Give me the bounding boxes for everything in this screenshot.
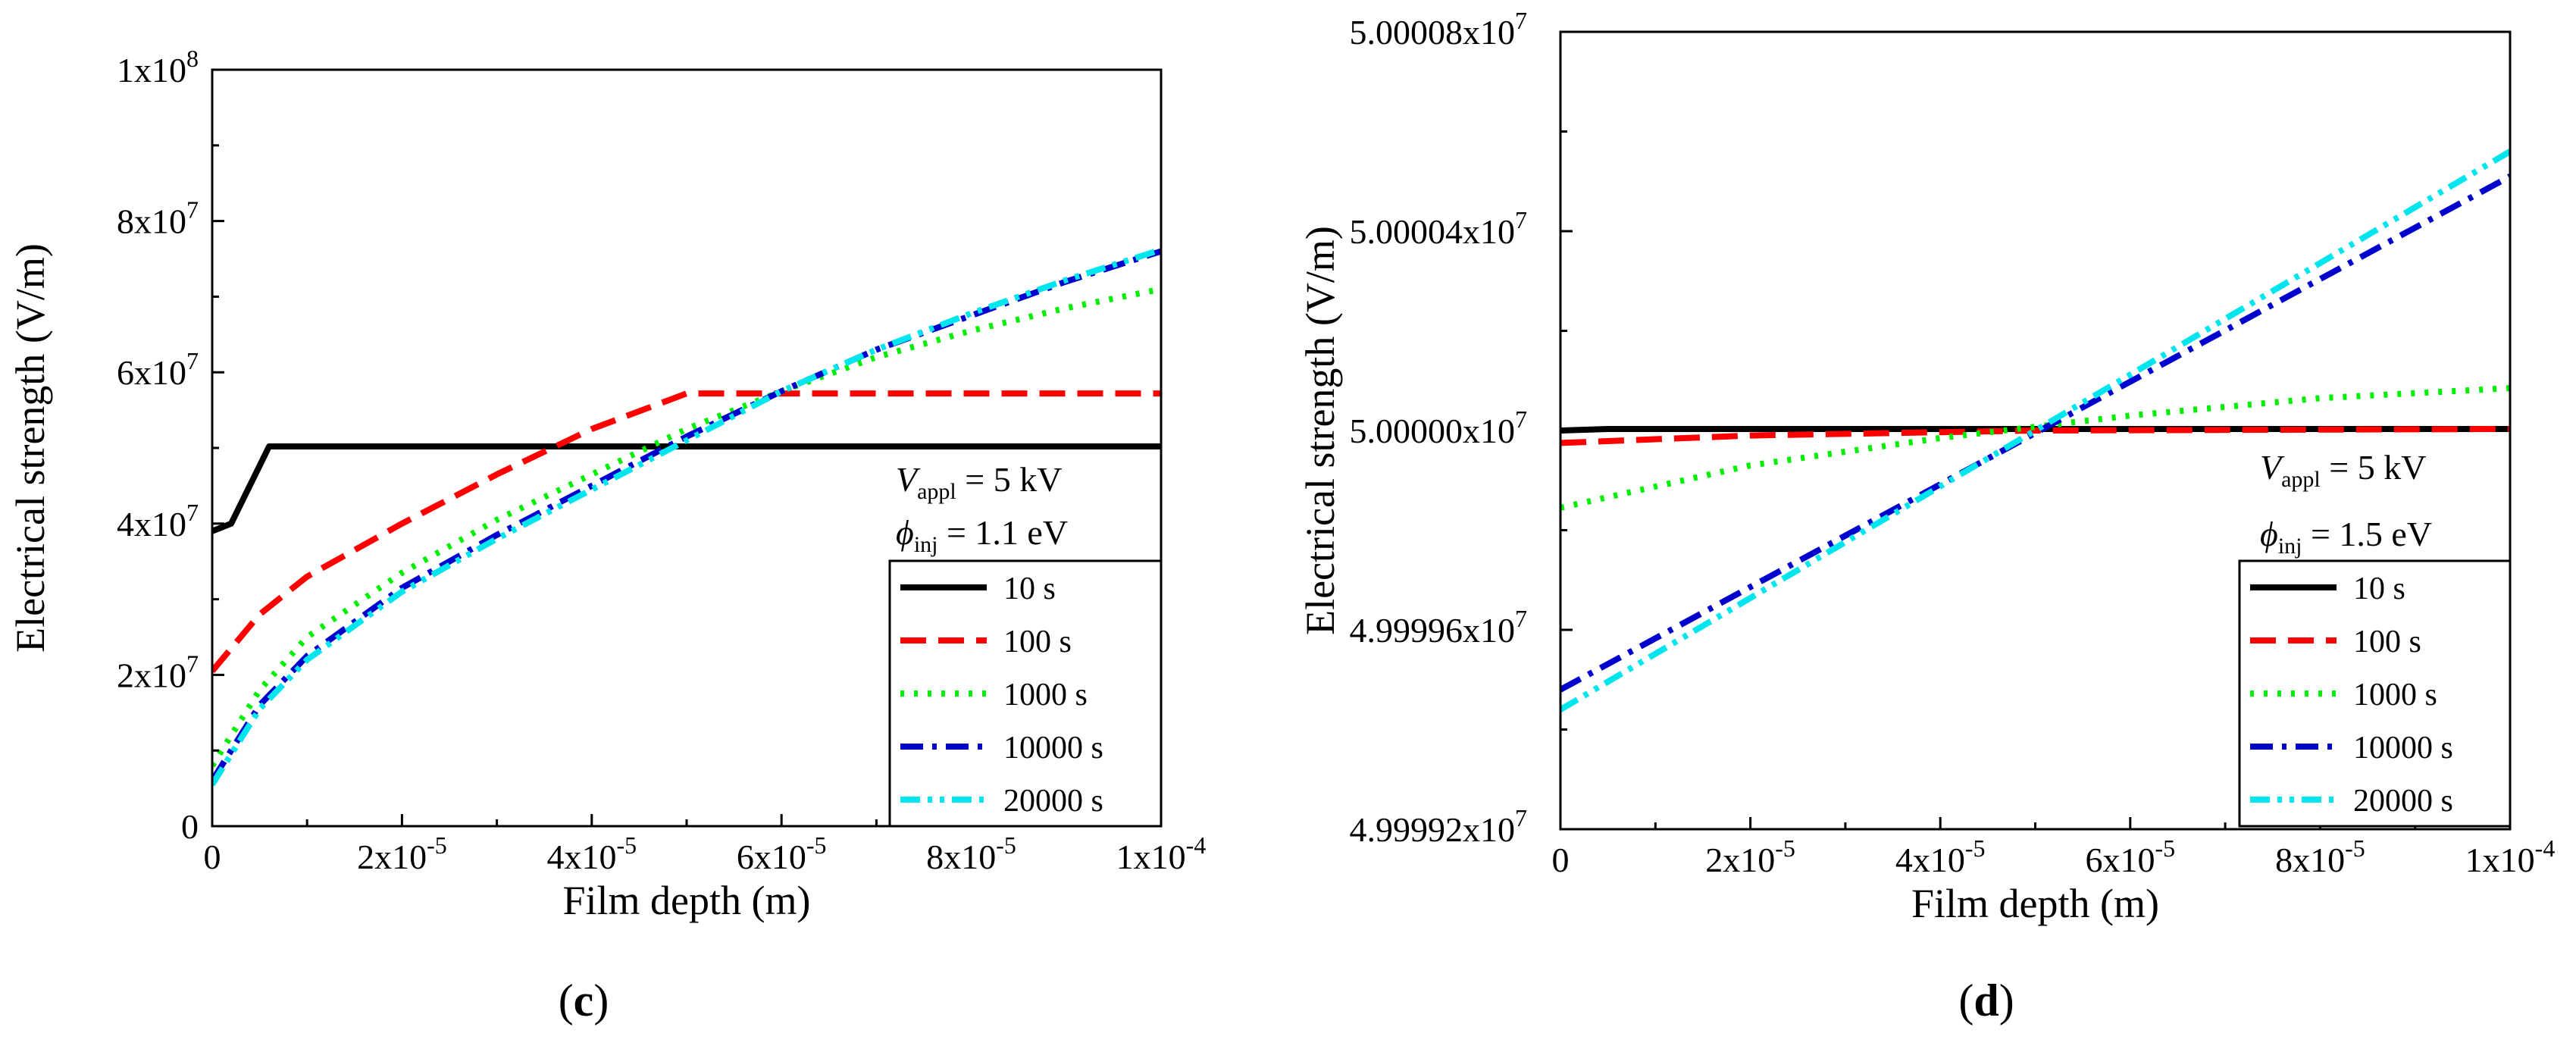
legend: 10 s 100 s 1000 s 10000 s 20000 s xyxy=(888,559,1163,828)
x-tick-label: 1x10-4 xyxy=(1116,831,1207,876)
legend-entry: 1000 s xyxy=(2353,678,2437,712)
chart-panel-d: 0 2x10-5 4x10-5 6x10-5 8x10-5 1x10-4 4.99992x1… xyxy=(1297,7,2555,1026)
x-tick-label: 8x10-5 xyxy=(2275,835,2365,879)
y-tick-label: 5.00000x107 xyxy=(1350,406,1528,450)
legend-entry: 10 s xyxy=(2353,571,2405,606)
y-tick-label: 4.99992x107 xyxy=(1350,804,1528,849)
panel-label: (d) xyxy=(1958,975,2014,1026)
y-tick-label: 0 xyxy=(181,807,199,846)
annotation-voltage: Vappl = 5 kV xyxy=(896,460,1062,504)
y-tick-label: 4.99996x107 xyxy=(1350,605,1528,650)
x-tick-label: 1x10-4 xyxy=(2465,835,2556,879)
x-tick-label: 4x10-5 xyxy=(1895,835,1986,879)
panel-label: (c) xyxy=(559,975,609,1026)
x-tick-label: 2x10-5 xyxy=(357,831,447,876)
y-tick-label: 2x107 xyxy=(117,650,199,694)
y-tick-label: 1x108 xyxy=(117,45,199,89)
x-tick-label: 0 xyxy=(1552,841,1570,879)
y-tick-label: 5.00004x107 xyxy=(1350,206,1528,251)
legend-entry: 20000 s xyxy=(2353,784,2453,819)
legend-box xyxy=(2238,559,2512,828)
series-line-10-s xyxy=(212,443,1161,534)
y-tick-label: 6x107 xyxy=(117,347,199,392)
series-line-20000-s xyxy=(1560,149,2510,712)
legend-entry: 10000 s xyxy=(1003,731,1103,766)
x-tick-label: 8x10-5 xyxy=(926,831,1016,876)
x-tick-label: 4x10-5 xyxy=(546,831,637,876)
legend: 10 s 100 s 1000 s 10000 s 20000 s xyxy=(2238,559,2512,828)
x-tick-label: 6x10-5 xyxy=(737,831,827,876)
annotation-voltage: Vappl = 5 kV xyxy=(2260,448,2426,492)
x-tick-label: 6x10-5 xyxy=(2085,835,2175,879)
x-axis-label: Film depth (m) xyxy=(563,878,811,923)
y-tick-label: 4x107 xyxy=(117,499,199,543)
chart-panel-c: 0 2x10-5 4x10-5 6x10-5 8x10-5 1x10-4 0 2x107 4x1… xyxy=(8,45,1206,1026)
series-line-20000-s xyxy=(212,246,1161,787)
series-line-100-s xyxy=(212,390,1161,673)
y-axis-label: Electrical strength (V/m) xyxy=(8,243,53,653)
legend-entry: 1000 s xyxy=(1003,678,1088,712)
y-axis-label: Electrical strength (V/m) xyxy=(1297,226,1343,635)
series-line-10000-s xyxy=(212,248,1161,783)
annotation-barrier: ϕinj = 1.1 eV xyxy=(896,513,1068,557)
x-tick-label: 2x10-5 xyxy=(1705,835,1795,879)
y-tick-label: 8x107 xyxy=(117,196,199,241)
annotation-barrier: ϕinj = 1.5 eV xyxy=(2260,515,2432,559)
legend-entry: 10 s xyxy=(1003,571,1056,606)
series-line-10000-s xyxy=(1560,174,2510,693)
series-line-100-s xyxy=(1560,426,2510,446)
legend-entry: 100 s xyxy=(2353,625,2421,659)
legend-entry: 20000 s xyxy=(1003,784,1103,819)
legend-entry: 10000 s xyxy=(2353,731,2453,766)
legend-entry: 100 s xyxy=(1003,625,1072,659)
legend-box xyxy=(888,559,1163,828)
x-axis-label: Film depth (m) xyxy=(1911,881,2159,926)
x-tick-label: 0 xyxy=(204,838,221,876)
y-tick-label: 5.00008x107 xyxy=(1350,7,1528,52)
